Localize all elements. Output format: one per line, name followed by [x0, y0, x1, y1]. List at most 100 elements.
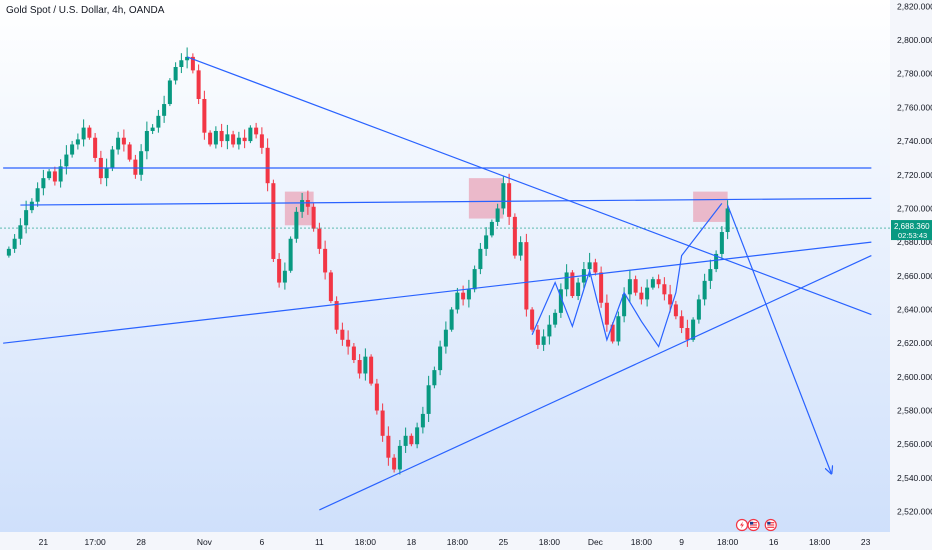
candle: [495, 203, 500, 226]
time-tick-label: 18:00: [539, 537, 561, 547]
flag-icon-circle: [764, 518, 777, 532]
candle: [288, 236, 293, 273]
candle-body: [432, 370, 437, 386]
flag-icon-stripe: [767, 522, 775, 523]
candle: [650, 276, 655, 290]
candle-body: [6, 248, 11, 256]
candle-body: [259, 134, 264, 148]
candle: [489, 219, 494, 238]
price-tick-label: 2,560.000: [897, 439, 932, 449]
candle: [679, 310, 684, 334]
flag-icon-stripe: [767, 523, 775, 525]
candle: [518, 236, 523, 261]
candle-body: [127, 144, 132, 160]
candle-body: [208, 132, 213, 145]
candle: [202, 90, 207, 140]
candle: [259, 127, 264, 154]
candle-body: [627, 279, 632, 295]
candle: [357, 354, 362, 379]
candle: [466, 279, 471, 308]
candle-body: [288, 238, 293, 271]
candle-body: [121, 137, 126, 145]
candle: [639, 286, 644, 305]
candle: [541, 329, 546, 351]
price-tick-label: 2,800.000: [897, 35, 932, 45]
candle-body: [553, 312, 558, 325]
candle: [708, 259, 713, 289]
last-price-tag: [891, 220, 932, 241]
candle-body: [691, 319, 696, 340]
price-tick-label: 2,660.000: [897, 271, 932, 281]
candle: [369, 354, 374, 386]
candle: [173, 62, 178, 85]
candle-body: [725, 208, 730, 233]
countdown-label: 02:53:43: [898, 231, 927, 240]
candle: [415, 422, 420, 449]
candle: [110, 145, 115, 172]
candle: [144, 121, 149, 160]
candle-body: [426, 385, 431, 414]
candle-body: [12, 238, 17, 249]
candle-body: [535, 329, 540, 345]
candle-body: [478, 248, 483, 270]
candle-body: [415, 427, 420, 445]
candle-body: [380, 410, 385, 436]
candle-body: [93, 137, 98, 158]
candle: [70, 140, 75, 158]
candle-body: [81, 127, 86, 140]
candle-body: [668, 294, 673, 305]
candle-body: [87, 127, 92, 138]
resistance-zone: [284, 191, 314, 226]
candle-body: [530, 309, 535, 330]
candle: [179, 53, 184, 74]
candle: [75, 133, 80, 150]
candle: [323, 240, 328, 280]
candle-body: [265, 147, 270, 184]
candle-body: [225, 134, 230, 142]
candle-body: [363, 356, 368, 374]
time-tick-label: 18: [407, 537, 417, 547]
candle-body: [587, 262, 592, 270]
candle-body: [685, 328, 690, 340]
candle: [93, 133, 98, 162]
candle-body: [282, 270, 287, 283]
candle-body: [340, 329, 345, 340]
candle-body: [196, 70, 201, 99]
candle-body: [409, 435, 414, 445]
candle: [714, 250, 719, 273]
candle: [432, 366, 437, 389]
candle: [334, 296, 339, 334]
candle: [64, 145, 69, 175]
candle: [58, 159, 63, 188]
candle: [512, 213, 517, 259]
candle: [219, 123, 224, 148]
candle: [535, 324, 540, 349]
time-axis-background: [0, 532, 890, 550]
candle-body: [219, 130, 224, 142]
price-tick-label: 2,580.000: [897, 406, 932, 416]
candle: [248, 125, 253, 144]
candle-body: [708, 269, 713, 281]
candle-body: [438, 346, 443, 371]
candle: [662, 277, 667, 301]
candle-body: [47, 171, 52, 179]
candle: [558, 283, 563, 318]
candle-body: [35, 188, 40, 202]
candle: [455, 287, 460, 314]
candle: [52, 166, 57, 186]
candle-body: [144, 130, 149, 152]
candle-body: [599, 272, 604, 303]
candle: [633, 275, 638, 296]
flag-icon-canton: [767, 521, 771, 525]
candle: [627, 269, 632, 303]
candle-body: [369, 356, 374, 384]
candle-body: [213, 130, 218, 145]
candle-body: [455, 292, 460, 310]
candle: [133, 154, 138, 179]
candle-body: [524, 242, 529, 310]
candle-body: [650, 279, 655, 288]
candle: [47, 169, 52, 181]
candle-body: [518, 242, 523, 256]
candle: [547, 315, 552, 345]
